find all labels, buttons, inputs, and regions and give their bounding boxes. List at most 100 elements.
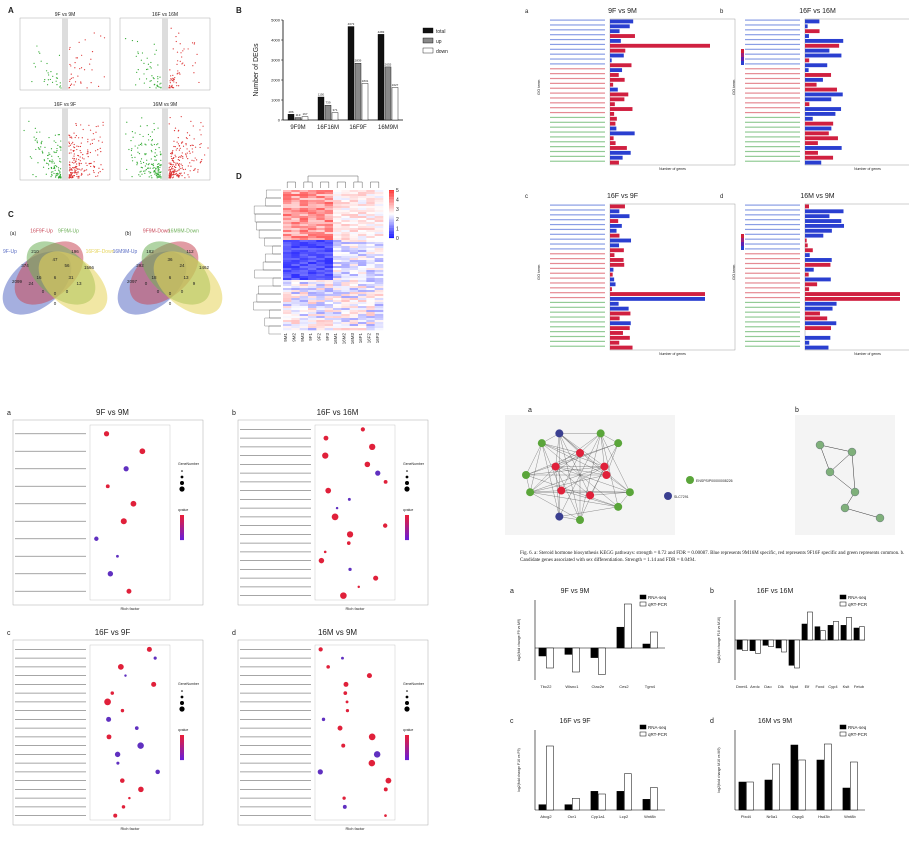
volcano-point-down: [134, 145, 136, 147]
volcano-point-down: [144, 172, 146, 174]
colorbar-cell: [389, 203, 394, 205]
heat-cell: [324, 276, 334, 279]
network-b-edge: [844, 507, 881, 519]
heat-cell: [374, 220, 384, 223]
kegg-dot: [151, 681, 157, 687]
network-edge: [559, 433, 581, 521]
heat-cell: [316, 194, 325, 197]
heat-cell: [358, 244, 367, 247]
volcano-point-down: [43, 80, 45, 83]
heat-cell: [349, 204, 359, 207]
heat-cell: [349, 198, 359, 201]
bar-up: [324, 105, 332, 121]
network-b-node: [825, 467, 835, 477]
volcano-point-down: [53, 167, 55, 169]
colorbar-cell: [389, 227, 394, 229]
network-b-node: [815, 440, 825, 450]
go-term-label-line: [745, 306, 800, 308]
heat-cell: [341, 246, 350, 249]
qpcr-panel-letter: b: [710, 588, 714, 595]
volcano-point-down: [45, 70, 48, 72]
heat-cell: [366, 198, 375, 201]
heat-cell: [366, 328, 375, 331]
heat-cell: [316, 222, 325, 225]
heat-cell: [358, 286, 367, 289]
heat-cell: [349, 274, 359, 277]
volcano-point-down: [156, 177, 158, 179]
heat-cell: [374, 280, 384, 283]
volcano-point-up: [69, 46, 71, 49]
venn-count: 0: [157, 289, 160, 294]
kegg-dot: [123, 466, 129, 472]
go-term-label-line: [550, 204, 605, 206]
heat-cell: [283, 262, 292, 265]
figure-caption: Fig. 6. a: Steroid hormone biosynthesis …: [520, 551, 905, 563]
volcano-point-up: [180, 155, 182, 157]
heat-cell: [374, 314, 384, 317]
heat-cell: [324, 272, 334, 275]
heat-cell: [291, 256, 300, 259]
volcano-point-up: [83, 170, 85, 172]
volcano-point-up: [97, 172, 100, 174]
kegg-dot: [113, 813, 118, 818]
volcano-point-up: [102, 168, 104, 171]
heat-cell: [366, 324, 375, 327]
heat-cell: [299, 312, 309, 315]
volcano-point-up: [168, 169, 170, 171]
heat-cell: [299, 274, 309, 277]
volcano-point-up: [179, 60, 181, 62]
heat-cell: [366, 272, 375, 275]
volcano-point-up: [189, 145, 192, 147]
heat-cell: [333, 234, 342, 237]
volcano-point-up: [170, 75, 172, 77]
kegg-panel-letter: b: [232, 410, 236, 417]
heat-cell: [291, 296, 300, 299]
volcano-point-down: [60, 177, 62, 179]
qpcr-legend-label: qRT-PCR: [848, 732, 868, 737]
volcano-point-down: [35, 176, 37, 178]
volcano-point-up: [172, 172, 175, 174]
heat-cell: [333, 232, 342, 235]
heat-cell: [283, 198, 292, 201]
volcano-point-down: [136, 162, 139, 164]
kegg-dot: [321, 717, 326, 722]
heat-cell: [341, 318, 350, 321]
volcano-point-up: [78, 158, 80, 161]
go-term-label-line: [550, 82, 605, 84]
colorbar-cell: [389, 205, 394, 207]
volcano-point-down: [125, 133, 127, 135]
volcano-point-up: [176, 147, 178, 150]
venn-count: 9: [193, 281, 196, 286]
volcano-point-down: [153, 170, 156, 172]
volcano-point-down: [154, 173, 156, 175]
go-term-label-line: [745, 262, 800, 265]
kegg-size-legend-dot: [404, 706, 410, 712]
sample-label: 16M2: [342, 333, 347, 345]
heat-cell: [316, 266, 325, 269]
heat-cell: [341, 286, 350, 289]
volcano-point-down: [152, 163, 154, 165]
volcano-point-down: [48, 168, 50, 170]
volcano-point-down: [44, 79, 46, 81]
volcano-point-down: [53, 166, 56, 169]
volcano-point-up: [185, 144, 187, 146]
go-bar: [805, 87, 837, 92]
volcano-point-up: [89, 151, 91, 154]
volcano-point-up: [199, 146, 201, 149]
volcano-point-up: [174, 77, 176, 79]
go-term-label-line: [550, 209, 605, 211]
heat-cell: [374, 244, 384, 247]
network-edge: [530, 466, 605, 493]
heat-cell: [308, 298, 317, 301]
volcano-point-up: [73, 158, 75, 160]
volcano-point-up: [172, 150, 174, 152]
heat-cell: [366, 322, 375, 325]
heat-cell: [324, 286, 334, 289]
legend-swatch: [422, 47, 434, 54]
legend-green-node: [686, 476, 694, 484]
network-edge: [555, 443, 619, 467]
volcano-point-down: [138, 174, 140, 176]
heat-cell: [366, 190, 375, 193]
heat-cell: [333, 322, 342, 325]
volcano-point-up: [197, 171, 199, 173]
